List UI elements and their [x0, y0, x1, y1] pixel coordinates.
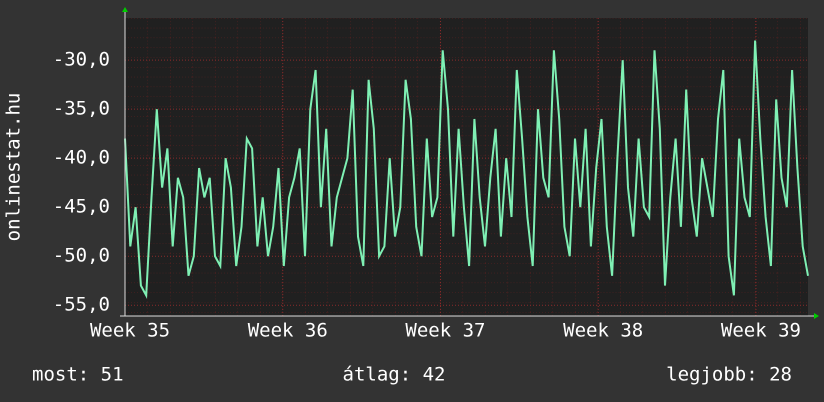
y-tick-label: -40,0: [53, 147, 110, 169]
y-tick-label: -45,0: [53, 196, 110, 218]
data-line: [124, 40, 809, 299]
minor-grid: [125, 18, 808, 316]
y-tick-label: -30,0: [53, 49, 110, 71]
y-axis-label: onlinestat.hu: [3, 93, 25, 242]
y-tick-label: -35,0: [53, 98, 110, 120]
axis-arrow: [122, 7, 128, 12]
x-tick-label: Week 37: [405, 320, 485, 342]
footer-best: legjobb: 28: [666, 364, 792, 386]
y-tick-label: -55,0: [53, 294, 110, 316]
x-tick-label: Week 38: [563, 320, 643, 342]
axis-arrow: [814, 313, 819, 319]
x-tick-label: Week 39: [721, 320, 801, 342]
footer-average: átlag: 42: [343, 364, 446, 386]
layer: [124, 18, 809, 316]
y-tick-label: -50,0: [53, 245, 110, 267]
footer-current: most: 51: [32, 364, 124, 386]
x-tick-label: Week 36: [248, 320, 328, 342]
x-tick-label: Week 35: [90, 320, 170, 342]
